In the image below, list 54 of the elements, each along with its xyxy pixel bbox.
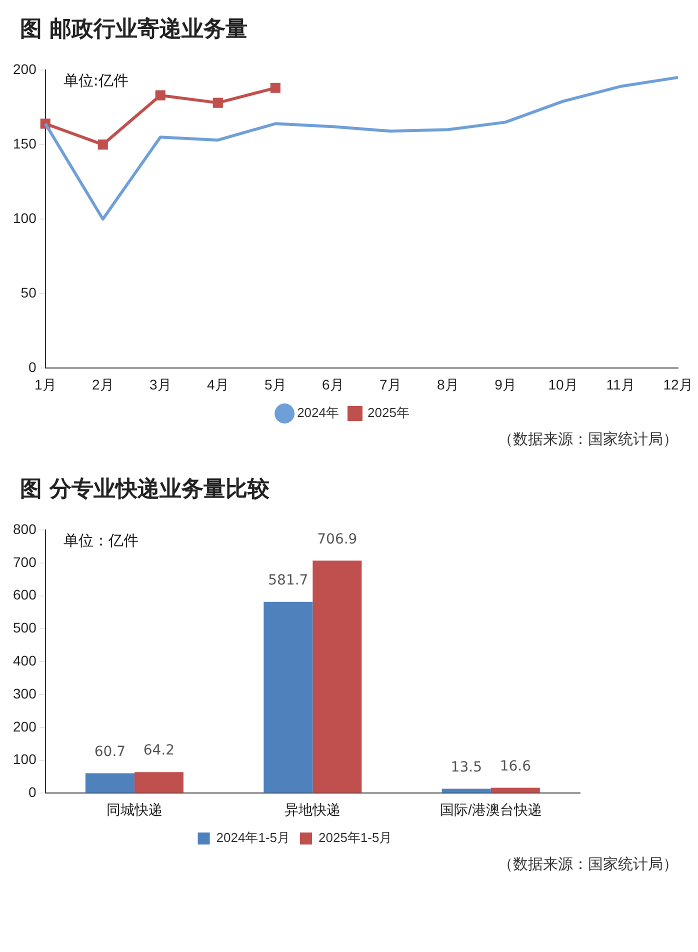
bar bbox=[490, 788, 540, 793]
bar bbox=[85, 773, 134, 793]
x-tick-label: 7月 bbox=[380, 376, 402, 392]
x-tick-label: 异地快递 bbox=[284, 801, 341, 818]
x-tick-label: 国际/港澳台快递 bbox=[440, 801, 542, 818]
x-tick-label: 6月 bbox=[322, 376, 344, 392]
chart-title: 图 分专业快递业务量比较 bbox=[19, 476, 271, 504]
text: （数据来源：国家统计局） bbox=[497, 430, 679, 450]
y-tick-label: 100 bbox=[13, 210, 37, 226]
data-label: 706.9 bbox=[317, 531, 358, 548]
legend-label: 2025年 bbox=[368, 405, 410, 420]
y-tick-label: 50 bbox=[20, 284, 37, 301]
y-tick-label: 600 bbox=[13, 586, 37, 603]
y-tick-label: 700 bbox=[13, 554, 37, 570]
y-tick-label: 800 bbox=[13, 520, 37, 537]
y-tick-label: 0 bbox=[28, 359, 37, 376]
bar bbox=[312, 560, 362, 793]
x-tick-label: 12月 bbox=[663, 376, 693, 392]
point bbox=[98, 140, 108, 150]
x-tick-label: 同城快递 bbox=[106, 801, 162, 818]
legend-label: 2025年1-5月 bbox=[318, 830, 392, 846]
data-label: 13.5 bbox=[450, 759, 482, 776]
data-label: 64.2 bbox=[143, 742, 175, 759]
data-label: 581.7 bbox=[268, 572, 308, 588]
x-tick-label: 2月 bbox=[92, 376, 114, 392]
y-tick-label: 100 bbox=[13, 751, 37, 768]
annotation: 单位：亿件 bbox=[63, 531, 138, 550]
x-tick-label: 9月 bbox=[494, 376, 516, 392]
x-tick-label: 1月 bbox=[34, 376, 56, 392]
annotation: 单位:亿件 bbox=[63, 71, 128, 90]
bar bbox=[264, 602, 313, 793]
x-tick-label: 5月 bbox=[264, 376, 286, 392]
point bbox=[212, 98, 223, 108]
x-tick-label: 10月 bbox=[548, 376, 578, 392]
data-label: 16.6 bbox=[500, 758, 532, 774]
point bbox=[270, 82, 280, 93]
x-tick-label: 3月 bbox=[149, 376, 172, 392]
y-tick-label: 200 bbox=[13, 718, 37, 734]
y-tick-label: 300 bbox=[13, 685, 37, 702]
y-tick-label: 200 bbox=[13, 60, 37, 77]
chart-title: 图 邮政行业寄递业务量 bbox=[19, 16, 249, 44]
y-tick-label: 400 bbox=[13, 652, 37, 668]
point bbox=[155, 90, 166, 100]
text: （数据来源：国家统计局） bbox=[497, 855, 679, 875]
legend-label: 2024年1-5月 bbox=[216, 830, 290, 846]
y-tick-label: 0 bbox=[28, 784, 37, 800]
x-tick-label: 11月 bbox=[606, 376, 635, 392]
bar bbox=[134, 772, 184, 793]
y-tick-label: 150 bbox=[13, 135, 37, 152]
data-label: 60.7 bbox=[94, 744, 126, 760]
y-tick-label: 500 bbox=[13, 620, 37, 636]
x-tick-label: 8月 bbox=[437, 376, 459, 392]
legend-label: 2024年 bbox=[297, 405, 339, 420]
x-tick-label: 4月 bbox=[207, 376, 229, 392]
